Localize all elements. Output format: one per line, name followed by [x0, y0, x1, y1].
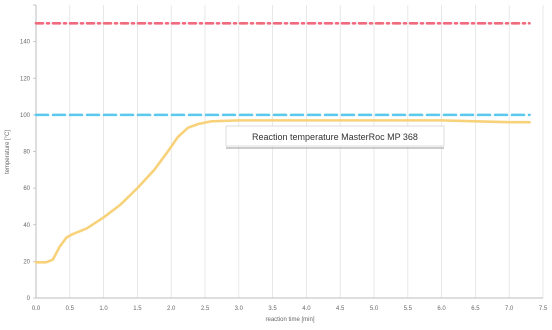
y-axis-label: temperature [°C] [5, 130, 11, 174]
x-tick-label: 4.0 [302, 306, 311, 312]
x-tick-label: 6.0 [437, 306, 446, 312]
series [34, 22, 531, 264]
x-tick-label: 2.5 [201, 306, 210, 312]
x-tick-label: 1.5 [133, 306, 142, 312]
annotation: Reaction temperature MasterRoc MP 368 [225, 125, 445, 149]
y-tick-label: 80 [23, 150, 30, 156]
y-tick-label: 120 [20, 76, 31, 82]
annotation-text: Reaction temperature MasterRoc MP 368 [252, 132, 418, 142]
x-tick-label: 3.5 [268, 306, 277, 312]
y-tick-label: 60 [23, 186, 30, 192]
annotation-box [225, 125, 445, 147]
x-tick-label: 7.5 [539, 306, 548, 312]
x-tick-label: 1.0 [99, 306, 108, 312]
x-tick-label: 0.5 [66, 306, 75, 312]
x-tick-label: 2.0 [167, 306, 176, 312]
grid [69, 5, 544, 298]
y-tick-label: 20 [23, 259, 30, 265]
y-tick-label: 40 [23, 223, 30, 229]
x-tick-label: 5.0 [370, 306, 379, 312]
x-tick-label: 4.5 [336, 306, 345, 312]
x-axis-label: reaction time [min] [265, 317, 314, 323]
x-tick-label: 0.0 [32, 306, 41, 312]
x-tick-label: 5.5 [404, 306, 413, 312]
y-tick-label: 140 [20, 40, 31, 46]
reaction-temperature-line [34, 119, 531, 264]
x-tick-label: 7.0 [505, 306, 514, 312]
y-tick-label: 0 [27, 296, 31, 302]
y-tick-label: 100 [20, 113, 31, 119]
x-tick-label: 3.0 [235, 306, 244, 312]
x-tick-label: 6.5 [471, 306, 480, 312]
axes [35, 5, 543, 299]
tick-labels: 0.0 0.5 1.0 1.5 2.0 2.5 3.0 3.5 4.0 4.5 5.0 5.5 6.0 6… [20, 4, 548, 312]
